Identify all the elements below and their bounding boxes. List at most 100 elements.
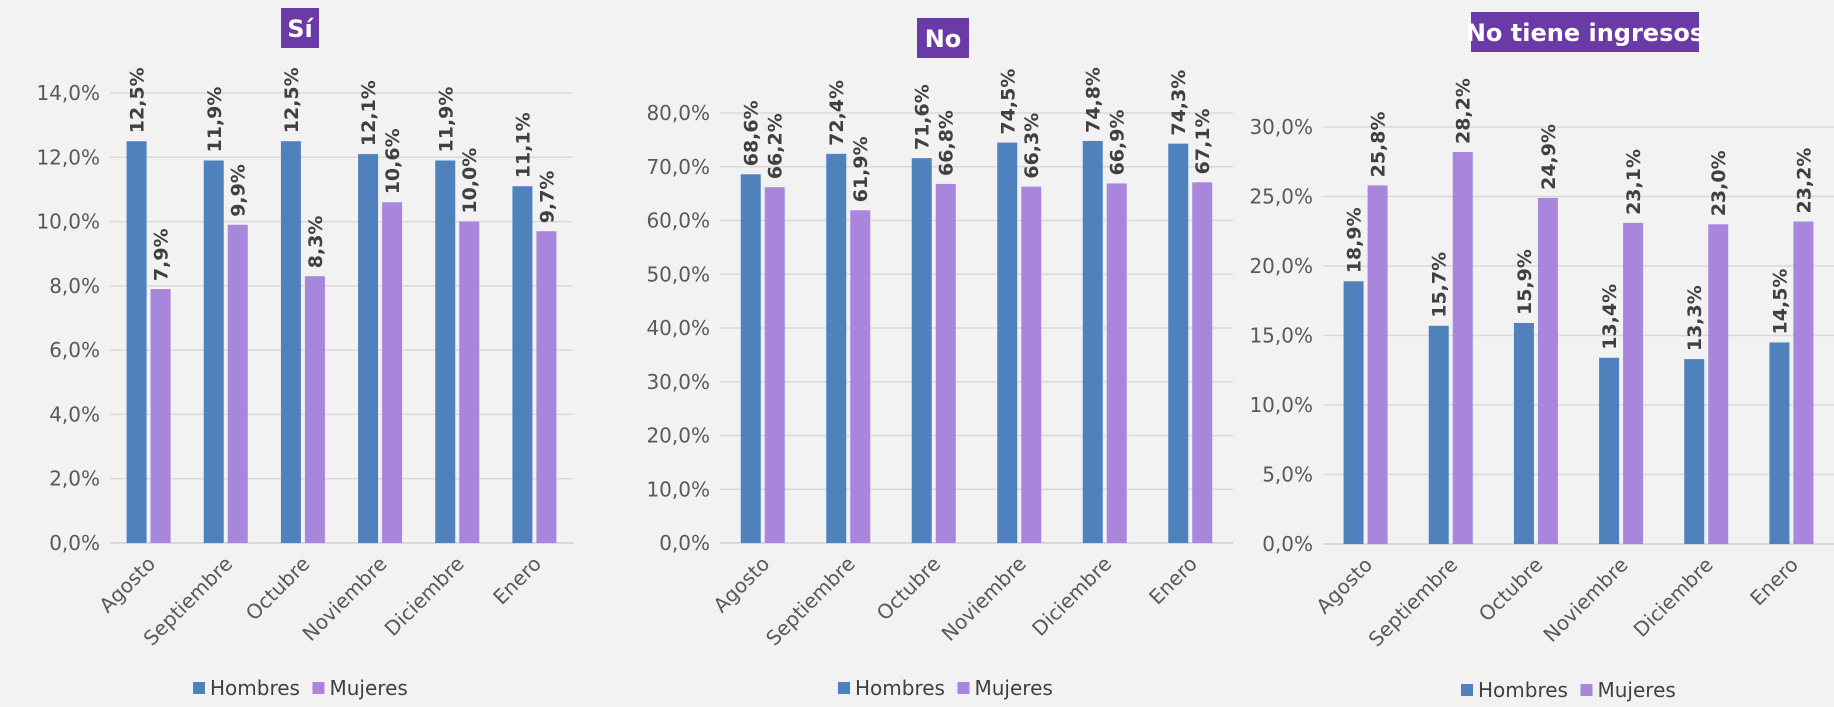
legend-label: Mujeres xyxy=(330,676,408,700)
data-label: 18,9% xyxy=(1344,207,1366,273)
y-tick-label: 0,0% xyxy=(49,531,100,555)
data-label: 12,1% xyxy=(358,80,380,146)
data-label: 13,4% xyxy=(1599,284,1621,350)
chart-1: 0,0% 2,0% 4,0% 6,0% 8,0% 10,0% 12,0% 14,0% 12,5%… xyxy=(36,8,573,700)
data-label: 23,2% xyxy=(1793,148,1815,214)
legend-swatch xyxy=(1461,684,1473,696)
bar-mujeres xyxy=(382,202,403,544)
y-tick-label: 20,0% xyxy=(1249,254,1313,278)
bar-mujeres xyxy=(1021,186,1042,543)
y-tick-label: 4,0% xyxy=(49,402,100,426)
data-label: 9,9% xyxy=(228,164,250,217)
bar-hombres xyxy=(1168,143,1189,543)
chart-title: No xyxy=(925,25,962,53)
x-category-label: Octubre xyxy=(872,552,946,626)
x-category-label: Septiembre xyxy=(761,552,860,651)
data-label: 74,3% xyxy=(1168,70,1190,136)
bar-mujeres xyxy=(1452,152,1473,544)
data-label: 25,8% xyxy=(1368,111,1390,177)
bar-mujeres xyxy=(227,224,248,544)
chart-title: Sí xyxy=(287,15,314,43)
data-label: 11,1% xyxy=(512,112,534,178)
bar-hombres xyxy=(1684,359,1705,544)
bar-hombres xyxy=(358,154,379,544)
y-tick-label: 30,0% xyxy=(1249,115,1313,139)
y-tick-label: 25,0% xyxy=(1249,185,1313,209)
data-label: 9,7% xyxy=(536,171,558,224)
bar-mujeres xyxy=(764,187,785,544)
y-tick-label: 10,0% xyxy=(36,210,100,234)
data-label: 72,4% xyxy=(826,80,848,146)
chart-title-box xyxy=(917,18,969,58)
data-label: 14,5% xyxy=(1769,269,1791,335)
bar-mujeres xyxy=(1106,183,1127,543)
y-tick-label: 10,0% xyxy=(1249,393,1313,417)
legend-swatch xyxy=(957,682,970,694)
bar-hombres xyxy=(911,158,932,543)
bar-mujeres xyxy=(1793,221,1814,544)
legend-swatch xyxy=(1580,684,1593,696)
data-label: 28,2% xyxy=(1453,78,1475,144)
y-tick-label: 8,0% xyxy=(49,274,100,298)
data-label: 66,8% xyxy=(936,110,958,176)
bar-mujeres xyxy=(1708,224,1729,545)
bar-mujeres xyxy=(1623,222,1644,544)
y-tick-label: 20,0% xyxy=(646,424,710,448)
y-tick-label: 50,0% xyxy=(646,262,710,286)
legend-label: Hombres xyxy=(855,676,945,700)
data-label: 10,6% xyxy=(382,128,404,194)
x-category-label: Enero xyxy=(488,552,546,610)
data-label: 8,3% xyxy=(305,216,327,269)
bar-hombres xyxy=(1513,322,1534,544)
legend-swatch xyxy=(193,682,205,694)
y-tick-label: 40,0% xyxy=(646,316,710,340)
data-label: 12,5% xyxy=(281,67,303,133)
bar-hombres xyxy=(203,160,224,543)
y-tick-label: 2,0% xyxy=(49,467,100,491)
data-label: 71,6% xyxy=(912,84,934,150)
data-label: 66,9% xyxy=(1107,109,1129,175)
data-label: 10,0% xyxy=(459,148,481,214)
y-tick-label: 15,0% xyxy=(1249,324,1313,348)
bar-mujeres xyxy=(304,276,325,543)
legend-label: Hombres xyxy=(1478,678,1568,702)
y-tick-label: 0,0% xyxy=(659,531,710,555)
bar-mujeres xyxy=(1537,197,1558,544)
bar-hombres xyxy=(1428,325,1449,544)
bar-hombres xyxy=(280,141,301,543)
y-tick-label: 0,0% xyxy=(1262,532,1313,556)
data-label: 66,3% xyxy=(1021,113,1043,179)
legend-swatch xyxy=(312,682,325,694)
x-category-label: Diciembre xyxy=(1027,552,1116,641)
data-label: 74,5% xyxy=(997,69,1019,135)
bar-mujeres xyxy=(1192,182,1213,543)
chart-3: 0,0% 5,0% 10,0% 15,0% 20,0% 25,0% 30,0% 18,9% 25… xyxy=(1249,12,1834,702)
data-label: 61,9% xyxy=(850,136,872,202)
bar-hombres xyxy=(126,141,147,543)
x-category-label: Agosto xyxy=(708,552,774,618)
chart-title: No tiene ingresos xyxy=(1466,19,1704,47)
x-category-label: Agosto xyxy=(94,552,160,618)
y-tick-label: 60,0% xyxy=(646,209,710,233)
x-category-label: Noviembre xyxy=(1538,553,1632,647)
data-label: 23,0% xyxy=(1708,150,1730,216)
y-tick-label: 5,0% xyxy=(1262,463,1313,487)
y-tick-label: 6,0% xyxy=(49,338,100,362)
bar-mujeres xyxy=(1367,185,1388,544)
x-category-label: Diciembre xyxy=(1629,553,1718,642)
data-label: 67,1% xyxy=(1192,108,1214,174)
data-label: 7,9% xyxy=(151,228,173,281)
y-tick-label: 80,0% xyxy=(646,101,710,125)
x-category-label: Enero xyxy=(1745,553,1803,611)
data-label: 68,6% xyxy=(741,100,763,166)
legend-label: Mujeres xyxy=(975,676,1053,700)
x-category-label: Diciembre xyxy=(380,552,469,641)
data-label: 15,7% xyxy=(1429,252,1451,318)
x-category-label: Agosto xyxy=(1311,553,1377,619)
data-label: 15,9% xyxy=(1514,249,1536,315)
y-tick-label: 30,0% xyxy=(646,370,710,394)
data-label: 23,1% xyxy=(1623,149,1645,215)
bar-hombres xyxy=(1082,140,1103,543)
bar-hombres xyxy=(740,174,761,543)
